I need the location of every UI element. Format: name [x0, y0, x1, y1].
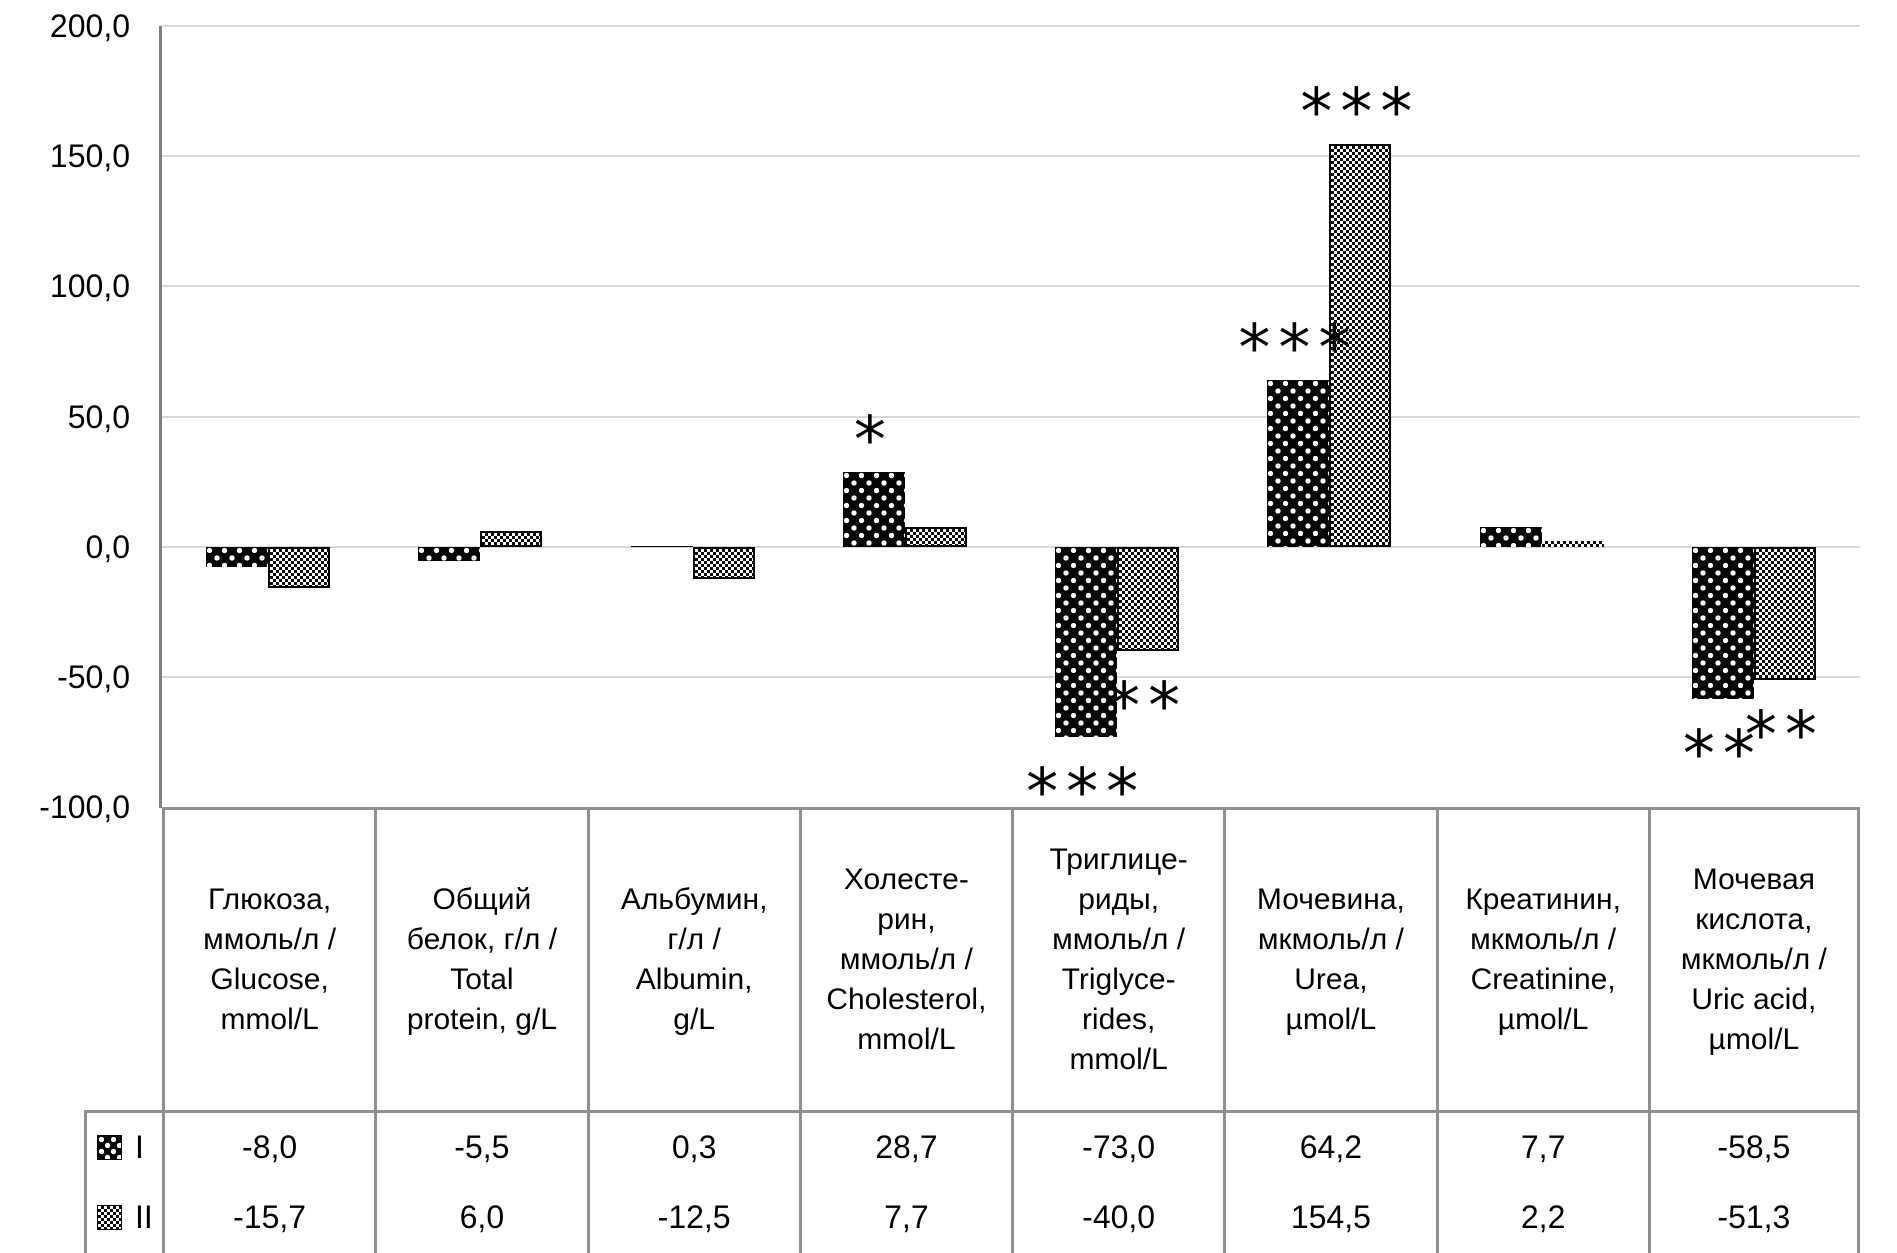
category-header-cell: Общий белок, г/л / Total protein, g/L [374, 807, 587, 1113]
significance-marker: *** [1300, 76, 1421, 151]
bar-series-I-8 [1691, 546, 1754, 699]
value-cell-I-2: -5,5 [374, 1113, 586, 1181]
bar-series-II-7 [1541, 540, 1604, 547]
value-cell-II-1: -15,7 [162, 1181, 374, 1253]
value-cell-I-8: -58,5 [1647, 1113, 1860, 1181]
legend-key-row-II: II [84, 1181, 162, 1253]
legend-label-II: II [135, 1198, 153, 1235]
table-header-stub [84, 807, 162, 1113]
value-cell-II-6: 154,5 [1223, 1181, 1435, 1253]
significance-marker: *** [1026, 755, 1147, 830]
plot-area: * *** *** ** ** *** ** [162, 25, 1860, 825]
value-cell-I-4: 28,7 [798, 1113, 1011, 1181]
value-cell-II-5: -40,0 [1011, 1181, 1223, 1253]
value-cell-II-4: 7,7 [798, 1181, 1011, 1253]
legend-key-row-I: I [84, 1113, 162, 1181]
bar-series-I-2 [418, 546, 481, 561]
data-table: Глюкоза, ммоль/л / Glucose, mmol/L Общий … [84, 807, 1860, 1253]
bar-series-II-4 [904, 526, 967, 547]
bar-series-II-2 [480, 531, 543, 547]
category-header-cell: Триглице- риды, ммоль/л / Triglyce- ride… [1011, 807, 1224, 1113]
bar-series-I-5 [1055, 546, 1118, 737]
y-axis-tick-label: -50,0 [57, 658, 130, 695]
value-cell-I-1: -8,0 [162, 1113, 374, 1181]
bar-series-I-7 [1479, 526, 1542, 547]
bar-series-I-3 [630, 545, 693, 547]
y-axis-tick-label: -100,0 [39, 789, 130, 825]
gridline [162, 285, 1860, 288]
value-cell-I-7: 7,7 [1435, 1113, 1648, 1181]
y-axis-tick-label: 100,0 [49, 268, 130, 305]
category-header-cell: Креатинин, мкмоль/л / Creatinine, µmol/L [1435, 807, 1648, 1113]
y-axis-tick-label: 50,0 [67, 398, 130, 435]
category-header-cell: Глюкоза, ммоль/л / Glucose, mmol/L [162, 807, 375, 1113]
value-cell-II-2: 6,0 [374, 1181, 586, 1253]
gridline [162, 415, 1860, 418]
bar-series-II-8 [1753, 546, 1816, 681]
significance-marker: *** [1238, 311, 1359, 386]
y-axis-tick-label: 150,0 [49, 138, 130, 175]
significance-marker: * [853, 403, 894, 478]
y-axis-tick-label: 200,0 [49, 8, 130, 44]
bar-series-I-1 [206, 546, 269, 568]
gridline [162, 25, 1860, 27]
gridline [162, 675, 1860, 678]
y-axis-tick-label: 0,0 [85, 528, 130, 565]
category-header-cell: Мочевина, мкмоль/л / Urea, µmol/L [1223, 807, 1436, 1113]
legend-swatch-II [97, 1204, 122, 1230]
category-header-cell: Мочевая кислота, мкмоль/л / Uric acid, µ… [1647, 807, 1860, 1113]
significance-marker: ** [1744, 699, 1825, 774]
gridline [162, 545, 1860, 548]
bar-series-I-6 [1267, 379, 1330, 547]
significance-marker: ** [1108, 669, 1189, 744]
y-axis-line [159, 26, 162, 808]
value-cell-I-6: 64,2 [1223, 1113, 1435, 1181]
gridline [162, 155, 1860, 158]
value-cell-II-8: -51,3 [1647, 1181, 1860, 1253]
category-header-cell: Альбумин, г/л / Albumin, g/L [586, 807, 799, 1113]
category-header-cell: Холесте- рин, ммоль/л / Cholesterol, mmo… [798, 807, 1011, 1113]
bar-series-I-4 [842, 471, 905, 547]
bar-series-II-5 [1117, 546, 1180, 651]
value-cell-I-3: 0,3 [586, 1113, 799, 1181]
value-cell-II-7: 2,2 [1435, 1181, 1648, 1253]
value-cell-I-5: -73,0 [1011, 1113, 1223, 1181]
bar-series-II-3 [692, 546, 755, 580]
bar-series-II-1 [268, 546, 331, 588]
significance-marker: ** [1682, 717, 1763, 792]
bar-series-II-6 [1329, 144, 1392, 547]
value-cell-II-3: -12,5 [586, 1181, 799, 1253]
legend-label-I: I [135, 1128, 144, 1165]
legend-swatch-I [97, 1134, 122, 1160]
